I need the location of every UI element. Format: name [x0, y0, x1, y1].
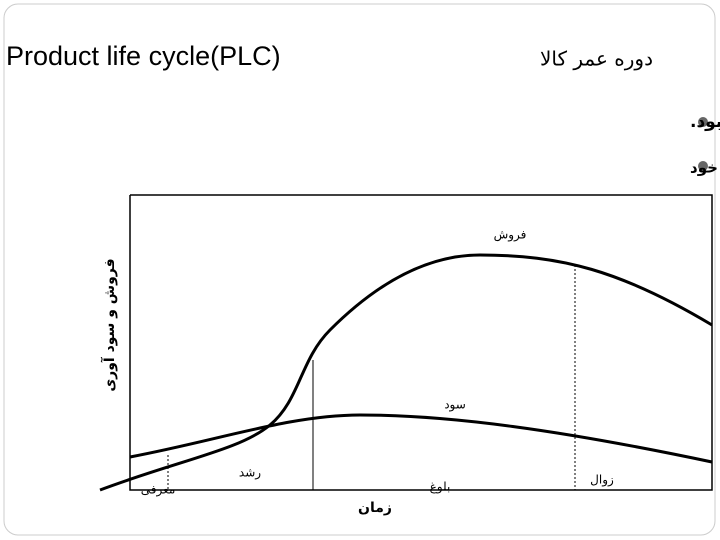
bullet: عمر هيچ كالايي ابدي نخواهد بود.: [690, 112, 720, 132]
diagram-frame: [129, 194, 713, 491]
x-axis-label: زمان: [358, 500, 392, 516]
slide-border: [3, 3, 716, 536]
bullet-dot: [698, 161, 708, 171]
profit-curve: [129, 413, 713, 464]
stage-label: رشد: [239, 466, 261, 481]
y-axis-label: فروش و سود آوری: [100, 258, 118, 391]
stage-label: زوال: [590, 473, 614, 488]
title: Product life cycle(PLC): [6, 41, 281, 71]
stage-label: بلوغ: [430, 480, 451, 495]
stage-label: معرفی: [141, 483, 176, 498]
diagram: فروش سود فروش و سود آوری زمان معرفی رشد …: [99, 194, 713, 516]
bullet: توليدكنندگان به دنبال افزايش طول عمر و س…: [690, 159, 720, 178]
title-fa: دوره عمر كالا: [540, 47, 653, 71]
bullet-dot: [698, 117, 708, 127]
curve-label: فروش: [494, 228, 527, 243]
sales-curve: [99, 253, 713, 492]
curve-label: سود: [444, 398, 466, 413]
